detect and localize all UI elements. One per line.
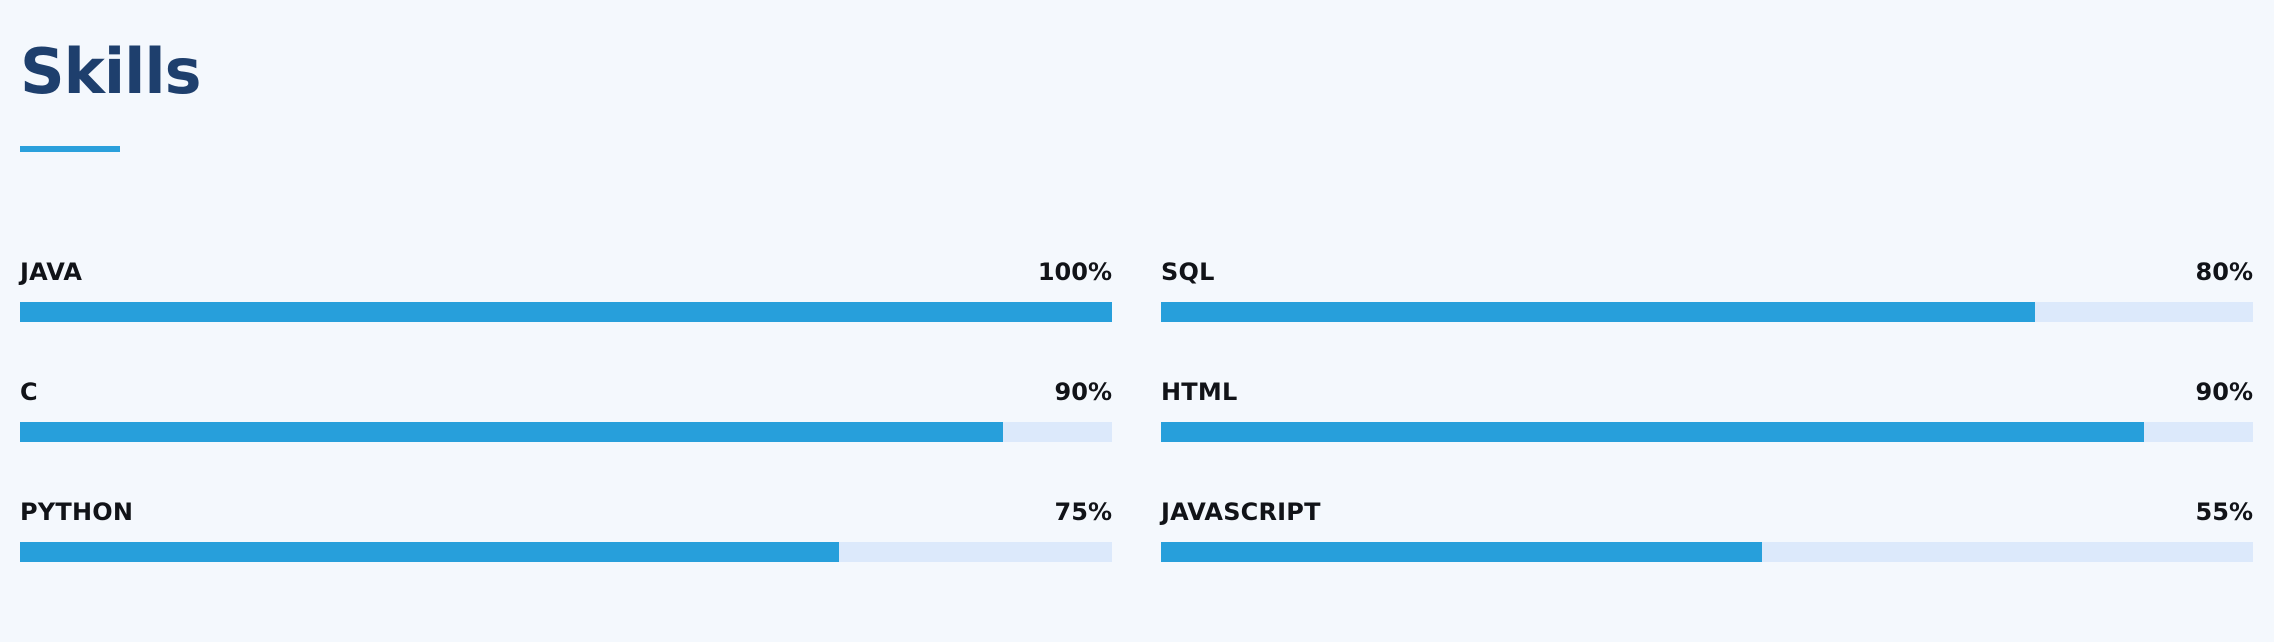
- skill-name: C: [20, 378, 38, 406]
- skill-progress-fill: [20, 542, 839, 562]
- skill-progress-track: [1161, 542, 2253, 562]
- skill-percent: 90%: [1054, 378, 1112, 406]
- skill-name: JAVA: [20, 258, 83, 286]
- skill-item-python: PYTHON 75%: [20, 498, 1112, 562]
- skill-percent: 75%: [1054, 498, 1112, 526]
- skill-progress-fill: [1161, 302, 2035, 322]
- skill-progress-fill: [20, 302, 1112, 322]
- skill-progress-track: [20, 302, 1112, 322]
- skill-item-c: C 90%: [20, 378, 1112, 442]
- skill-name: PYTHON: [20, 498, 134, 526]
- skill-progress-track: [20, 542, 1112, 562]
- skill-item-java: JAVA 100%: [20, 258, 1112, 322]
- skill-percent: 55%: [2195, 498, 2253, 526]
- skill-name: SQL: [1161, 258, 1215, 286]
- skill-progress-fill: [1161, 542, 1762, 562]
- skill-progress-track: [1161, 422, 2253, 442]
- skills-grid: JAVA 100% SQL 80% C 90%: [20, 258, 2253, 562]
- skill-item-javascript: JAVASCRIPT 55%: [1161, 498, 2253, 562]
- skill-name: HTML: [1161, 378, 1238, 406]
- page-title: Skills: [20, 35, 202, 108]
- title-underline: [20, 146, 120, 152]
- skill-header: JAVA 100%: [20, 258, 1112, 286]
- skill-header: HTML 90%: [1161, 378, 2253, 406]
- skill-percent: 100%: [1037, 258, 1112, 286]
- skill-percent: 90%: [2195, 378, 2253, 406]
- skill-progress-fill: [1161, 422, 2144, 442]
- skill-name: JAVASCRIPT: [1161, 498, 1321, 526]
- skill-progress-fill: [20, 422, 1003, 442]
- skill-progress-track: [20, 422, 1112, 442]
- skill-progress-track: [1161, 302, 2253, 322]
- skill-percent: 80%: [2195, 258, 2253, 286]
- skill-header: PYTHON 75%: [20, 498, 1112, 526]
- skill-header: JAVASCRIPT 55%: [1161, 498, 2253, 526]
- skill-header: SQL 80%: [1161, 258, 2253, 286]
- skill-header: C 90%: [20, 378, 1112, 406]
- skill-item-html: HTML 90%: [1161, 378, 2253, 442]
- skill-item-sql: SQL 80%: [1161, 258, 2253, 322]
